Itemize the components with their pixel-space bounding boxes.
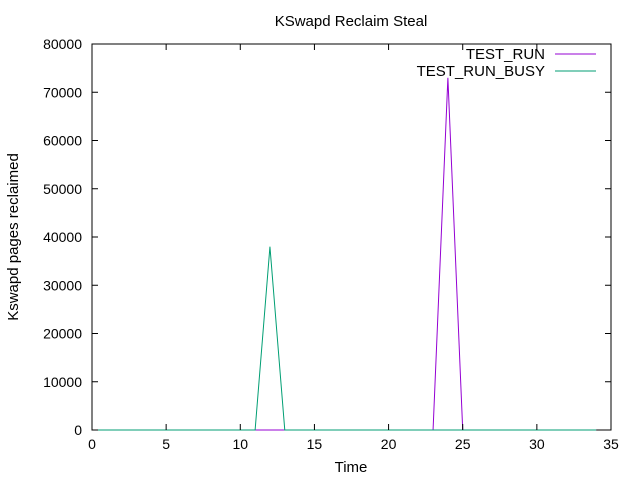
y-tick-label: 40000 bbox=[43, 229, 82, 245]
x-tick-label: 30 bbox=[529, 436, 545, 452]
y-tick-label: 50000 bbox=[43, 181, 82, 197]
x-tick-label: 25 bbox=[455, 436, 471, 452]
y-axis-label: Kswapd pages reclaimed bbox=[5, 153, 22, 321]
y-tick-label: 70000 bbox=[43, 84, 82, 100]
series-line-test-run-busy bbox=[92, 246, 597, 431]
x-tick-label: 10 bbox=[232, 436, 248, 452]
y-tick-label: 30000 bbox=[43, 277, 82, 293]
legend-label: TEST_RUN bbox=[466, 46, 545, 63]
y-tick-label: 20000 bbox=[43, 326, 82, 342]
x-tick-label: 35 bbox=[603, 436, 619, 452]
x-axis-label: Time bbox=[335, 459, 368, 476]
y-tick-label: 60000 bbox=[43, 133, 82, 149]
legend-label: TEST_RUN_BUSY bbox=[417, 63, 545, 80]
x-tick-label: 5 bbox=[162, 436, 170, 452]
x-tick-label: 15 bbox=[307, 436, 323, 452]
x-tick-label: 20 bbox=[381, 436, 397, 452]
y-tick-label: 10000 bbox=[43, 374, 82, 390]
y-tick-label: 0 bbox=[74, 422, 82, 438]
series-line-test-run bbox=[92, 77, 597, 431]
y-tick-label: 80000 bbox=[43, 36, 82, 52]
plot-area-border bbox=[91, 43, 612, 431]
chart-title: KSwapd Reclaim Steal bbox=[275, 13, 428, 30]
x-tick-label: 0 bbox=[88, 436, 96, 452]
